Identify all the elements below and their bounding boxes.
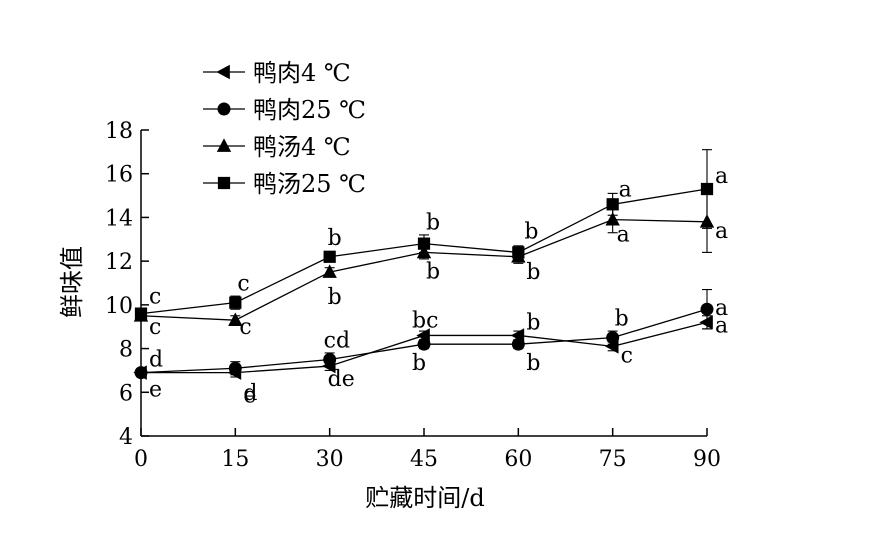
data-label: b [328, 226, 342, 251]
legend-item: 鸭汤25 ℃ [203, 170, 366, 198]
x-tick-label: 30 [316, 447, 344, 472]
circle-marker [217, 102, 231, 116]
y-axis-title: 鲜味值 [58, 246, 86, 318]
triangle-up-marker [322, 264, 337, 278]
legend-label: 鸭汤25 ℃ [253, 170, 366, 198]
data-label: cd [324, 329, 350, 354]
circle-marker [606, 331, 620, 345]
legend-item: 鸭肉25 ℃ [203, 96, 366, 124]
triangle-up-marker [216, 138, 232, 152]
circle-marker [511, 337, 525, 351]
data-label: c [621, 343, 633, 368]
data-label: c [239, 315, 251, 340]
y-tick-label: 10 [105, 294, 133, 319]
y-tick-label: 16 [105, 163, 133, 188]
series-1 [134, 289, 714, 380]
data-label: a [619, 177, 632, 202]
x-axis-title: 贮藏时间/d [365, 484, 484, 512]
data-label: b [426, 211, 440, 236]
square-marker [417, 237, 431, 250]
square-marker [606, 198, 619, 211]
data-label: b [526, 310, 540, 335]
legend: 鸭肉4 ℃ 鸭肉25 ℃ 鸭汤4 ℃ 鸭汤25 ℃ [203, 59, 366, 198]
data-label: de [328, 367, 355, 392]
data-label: d [149, 348, 163, 373]
y-tick-label: 14 [105, 206, 133, 231]
circle-marker [134, 366, 148, 380]
triangle-left-marker [216, 64, 230, 80]
data-label: b [412, 351, 426, 376]
circle-marker [700, 302, 714, 316]
data-label: c [149, 285, 161, 310]
x-tick-label: 60 [504, 447, 532, 472]
data-label: bc [412, 308, 438, 333]
legend-label: 鸭汤4 ℃ [253, 133, 351, 161]
y-tick-label: 18 [105, 119, 133, 144]
circle-marker [323, 353, 337, 366]
data-label: e [149, 378, 162, 403]
data-label: b [328, 285, 342, 310]
axes: 4 6 8 10 12 14 16 18 0 15 30 45 60 75 90 [105, 119, 721, 472]
square-marker [217, 176, 231, 190]
y-tick-label: 12 [105, 250, 133, 275]
legend-item: 鸭肉4 ℃ [203, 59, 351, 87]
data-label: a [715, 296, 728, 321]
data-label: b [526, 260, 540, 285]
y-tick-label: 6 [119, 381, 133, 406]
square-marker [700, 182, 714, 196]
data-label: e [243, 384, 256, 409]
data-label: b [526, 351, 540, 376]
data-label: b [524, 219, 538, 244]
square-marker [229, 296, 242, 309]
data-label: a [715, 164, 728, 189]
x-tick-label: 90 [693, 447, 721, 472]
triangle-up-marker [228, 312, 243, 327]
legend-label: 鸭肉4 ℃ [253, 59, 351, 87]
data-label: b [615, 307, 629, 332]
data-label: a [617, 223, 630, 248]
triangle-left-marker [699, 315, 713, 330]
y-tick-label: 8 [119, 338, 133, 363]
data-label: b [426, 259, 440, 284]
triangle-up-marker [605, 211, 620, 226]
square-marker [512, 246, 525, 259]
x-tick-label: 45 [410, 447, 438, 472]
circle-marker [417, 337, 431, 351]
x-tick-label: 75 [599, 447, 627, 472]
legend-label: 鸭肉25 ℃ [253, 96, 366, 124]
data-label: c [149, 315, 161, 340]
legend-item: 鸭汤4 ℃ [203, 133, 351, 161]
square-marker [323, 250, 336, 263]
square-marker [134, 307, 148, 320]
data-label: a [715, 313, 728, 338]
x-tick-label: 15 [221, 447, 249, 472]
data-label: d [243, 381, 257, 406]
x-tick-label: 0 [134, 447, 148, 472]
circle-marker [228, 361, 242, 375]
series-group [133, 149, 715, 380]
y-tick-label: 4 [119, 425, 133, 450]
data-label: a [715, 219, 728, 244]
series-3 [134, 149, 714, 320]
data-label: c [237, 272, 249, 297]
